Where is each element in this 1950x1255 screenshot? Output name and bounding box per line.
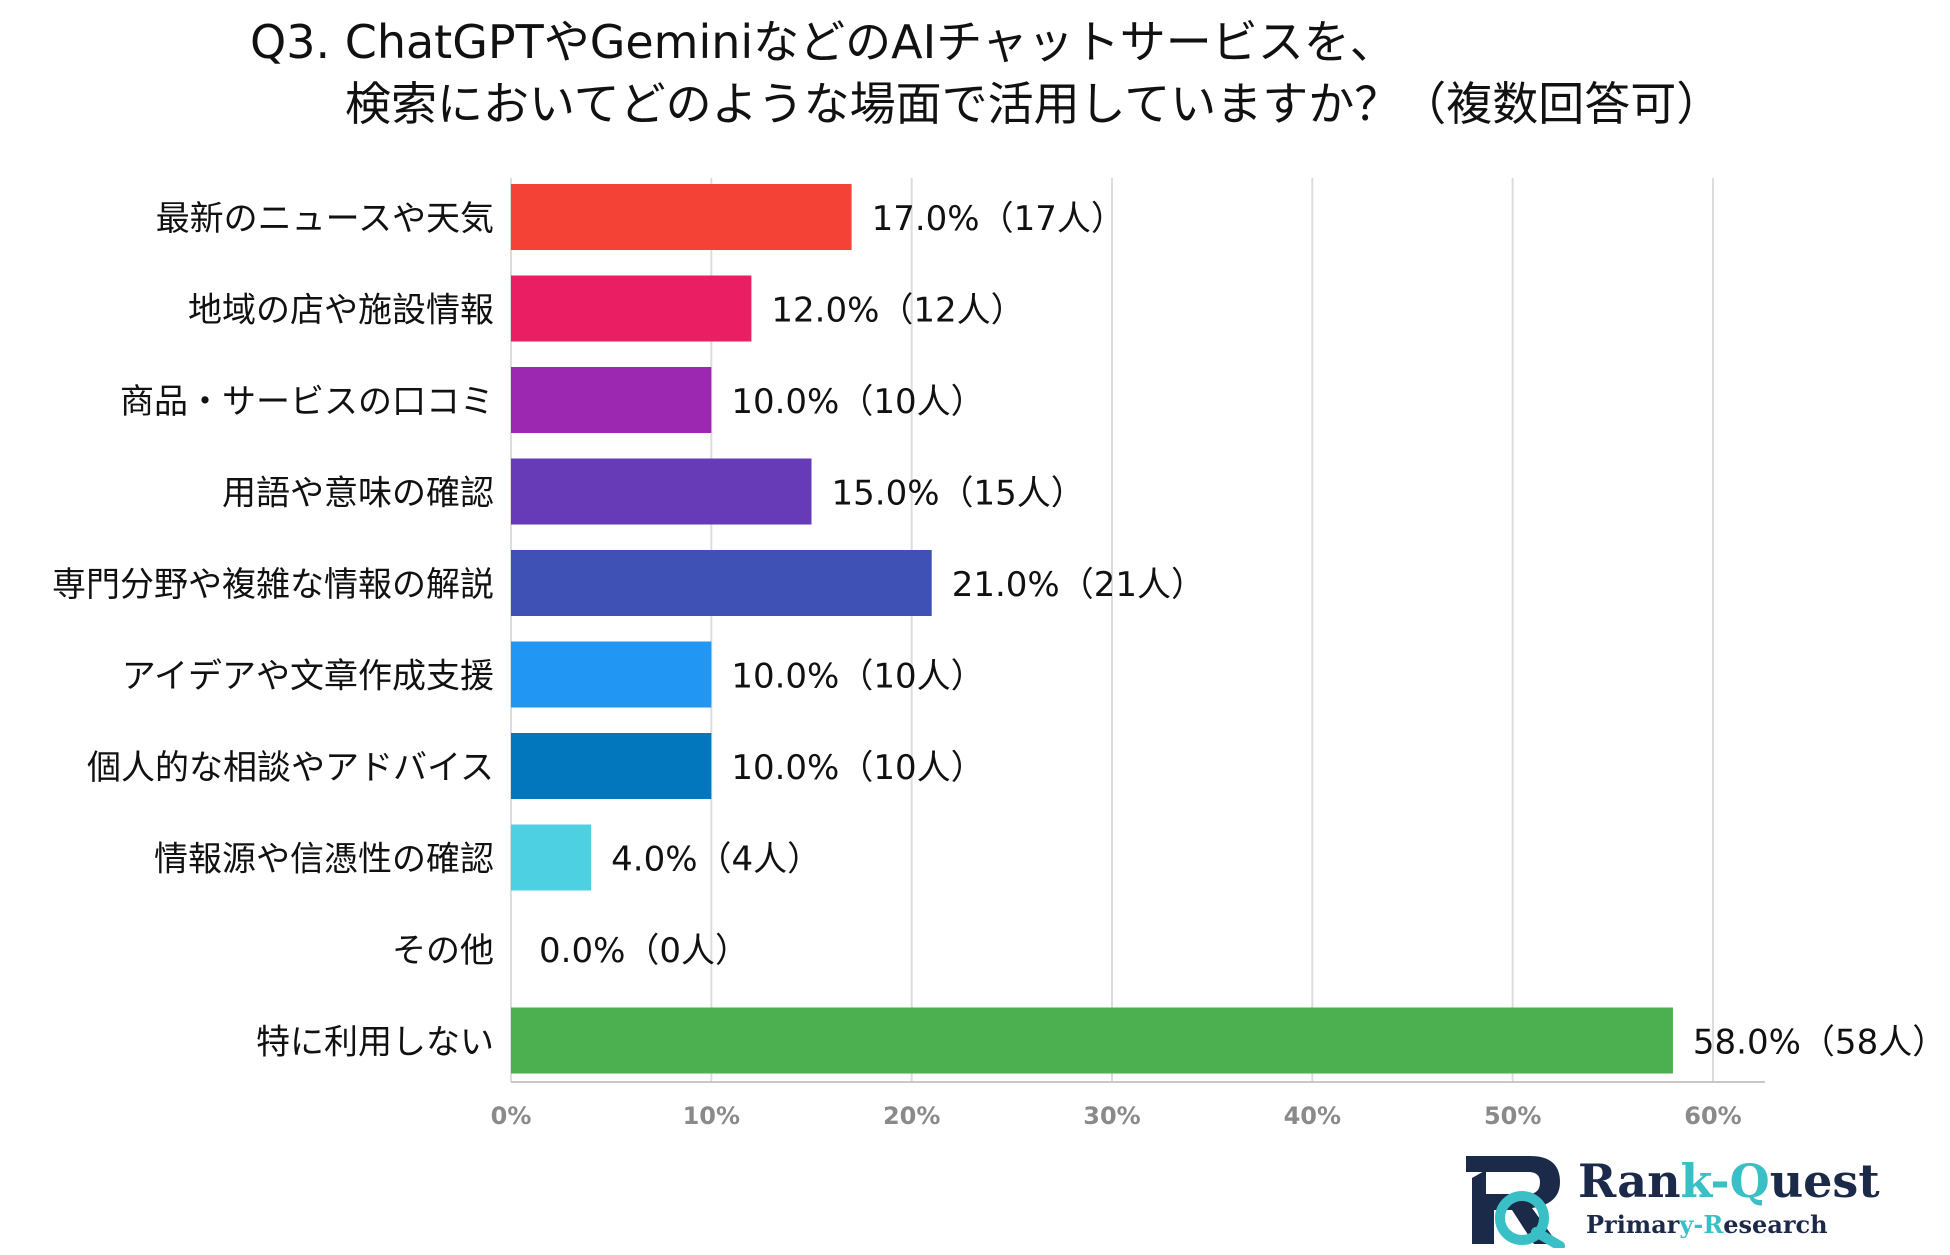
- x-tick-label: 0%: [491, 1102, 532, 1130]
- bar: [511, 275, 752, 342]
- value-label: 12.0%（12人）: [771, 291, 1024, 331]
- x-tick-label: 30%: [1083, 1102, 1140, 1130]
- logo-name: Rank-Quest: [1578, 1154, 1880, 1208]
- category-labels: 最新のニュースや天気地域の店や施設情報商品・サービスの口コミ用語や意味の確認専門…: [52, 199, 494, 1063]
- category-label: 商品・サービスの口コミ: [120, 382, 494, 422]
- category-label: 地域の店や施設情報: [188, 291, 494, 331]
- x-tick-label: 20%: [883, 1102, 940, 1130]
- x-tick-label: 10%: [683, 1102, 740, 1130]
- rq-logo-icon: [1466, 1156, 1565, 1251]
- value-label: 10.0%（10人）: [731, 748, 984, 788]
- logo-sub-a: Primar: [1586, 1210, 1680, 1239]
- bar: [511, 367, 712, 433]
- value-label: 10.0%（10人）: [731, 657, 984, 697]
- category-label: 用語や意味の確認: [222, 474, 494, 514]
- category-label: 情報源や信憑性の確認: [154, 840, 494, 880]
- category-label: 最新のニュースや天気: [156, 199, 494, 239]
- rank-quest-logo: Rank-Quest Primary-Research: [1460, 1148, 1880, 1251]
- value-label: 58.0%（58人）: [1693, 1023, 1946, 1063]
- bars: [511, 184, 1673, 1074]
- value-label: 0.0%（0人）: [539, 931, 749, 971]
- bar: [511, 458, 812, 525]
- x-tick-label: 60%: [1684, 1102, 1741, 1130]
- category-label: 専門分野や複雑な情報の解説: [52, 565, 494, 605]
- bar-chart: 最新のニュースや天気地域の店や施設情報商品・サービスの口コミ用語や意味の確認専門…: [52, 178, 1946, 1130]
- value-label: 4.0%（4人）: [611, 840, 821, 880]
- bar: [511, 550, 932, 616]
- value-label: 10.0%（10人）: [731, 382, 984, 422]
- logo-sub-b: y-R: [1679, 1210, 1724, 1239]
- category-label: 特に利用しない: [256, 1023, 494, 1063]
- bar: [511, 184, 852, 250]
- value-label: 21.0%（21人）: [952, 565, 1205, 605]
- chart-title-line-2: 検索においてどのような場面で活用していますか？（複数回答可）: [345, 77, 1723, 131]
- x-tick-label: 50%: [1484, 1102, 1541, 1130]
- value-label: 15.0%（15人）: [832, 474, 1085, 514]
- bar: [511, 733, 712, 799]
- chart-title-line-1: Q3. ChatGPTやGeminiなどのAIチャットサービスを、: [250, 15, 1396, 69]
- logo-name-c: uest: [1769, 1154, 1880, 1208]
- logo-name-a: Ran: [1578, 1154, 1681, 1208]
- category-label: その他: [392, 931, 494, 971]
- category-label: アイデアや文章作成支援: [122, 657, 494, 697]
- x-axis-ticks: 0% 10% 20% 30% 40% 50% 60%: [491, 1102, 1742, 1130]
- value-labels: 17.0%（17人） 12.0%（12人） 10.0%（10人） 15.0%（15人）…: [539, 199, 1946, 1063]
- bar: [511, 824, 592, 891]
- x-tick-label: 40%: [1284, 1102, 1341, 1130]
- bar: [511, 1007, 1673, 1074]
- value-label: 17.0%（17人）: [872, 199, 1125, 239]
- category-label: 個人的な相談やアドバイス: [87, 748, 494, 788]
- logo-sub-c: esearch: [1723, 1210, 1828, 1239]
- logo-subtitle: Primary-Research: [1586, 1210, 1828, 1239]
- bar: [511, 641, 712, 708]
- logo-name-b: k-Q: [1680, 1154, 1770, 1208]
